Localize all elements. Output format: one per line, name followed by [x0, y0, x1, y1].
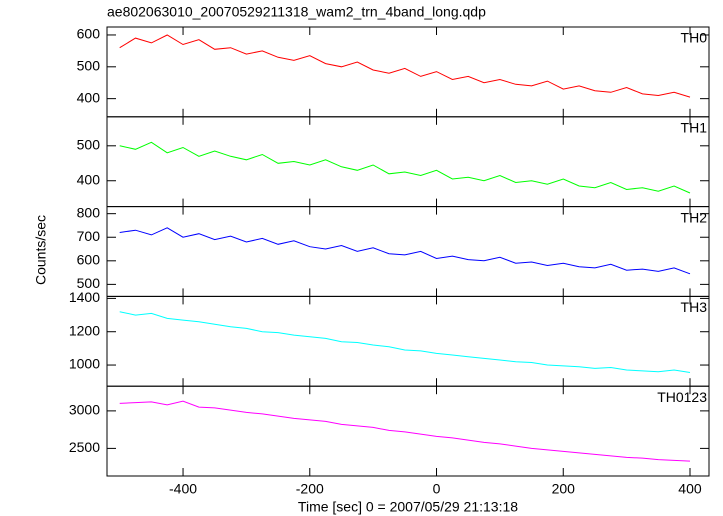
x-tick-label: 200: [552, 481, 576, 497]
panel-label: TH0: [681, 30, 708, 46]
panel-label: TH2: [681, 209, 708, 225]
y-tick-label: 600: [77, 252, 101, 268]
panel-frame: [106, 116, 710, 208]
y-tick-label: 800: [77, 204, 101, 220]
x-tick-label: 400: [678, 481, 702, 497]
panel-label: TH0123: [657, 389, 707, 405]
x-tick-label: -400: [169, 481, 197, 497]
panel-frame: [106, 206, 710, 297]
y-tick-label: 600: [77, 26, 101, 42]
y-tick-label: 700: [77, 228, 101, 244]
x-tick-label: -200: [296, 481, 324, 497]
y-axis-label: Counts/sec: [33, 215, 49, 285]
panel-frame: [106, 295, 710, 387]
x-axis-label: Time [sec] 0 = 2007/05/29 21:13:18: [298, 499, 518, 515]
y-tick-label: 2500: [69, 439, 100, 455]
y-tick-label: 1400: [69, 289, 100, 305]
y-tick-label: 1000: [69, 356, 100, 372]
y-tick-label: 1200: [69, 322, 100, 338]
x-tick-label: 0: [433, 481, 441, 497]
data-line: [119, 400, 691, 462]
panel-label: TH3: [681, 299, 708, 315]
data-line: [119, 227, 691, 275]
y-tick-label: 400: [77, 89, 101, 105]
y-tick-label: 500: [77, 137, 101, 153]
panel-label: TH1: [681, 120, 708, 136]
y-tick-label: 3000: [69, 402, 100, 418]
panel-frame: [106, 385, 710, 477]
data-line: [119, 34, 691, 98]
chart-title: ae802063010_20070529211318_wam2_trn_4ban…: [107, 4, 486, 20]
y-tick-label: 500: [77, 275, 101, 291]
data-line: [119, 141, 691, 194]
y-tick-label: 400: [77, 171, 101, 187]
y-tick-label: 500: [77, 58, 101, 74]
data-line: [119, 311, 691, 373]
